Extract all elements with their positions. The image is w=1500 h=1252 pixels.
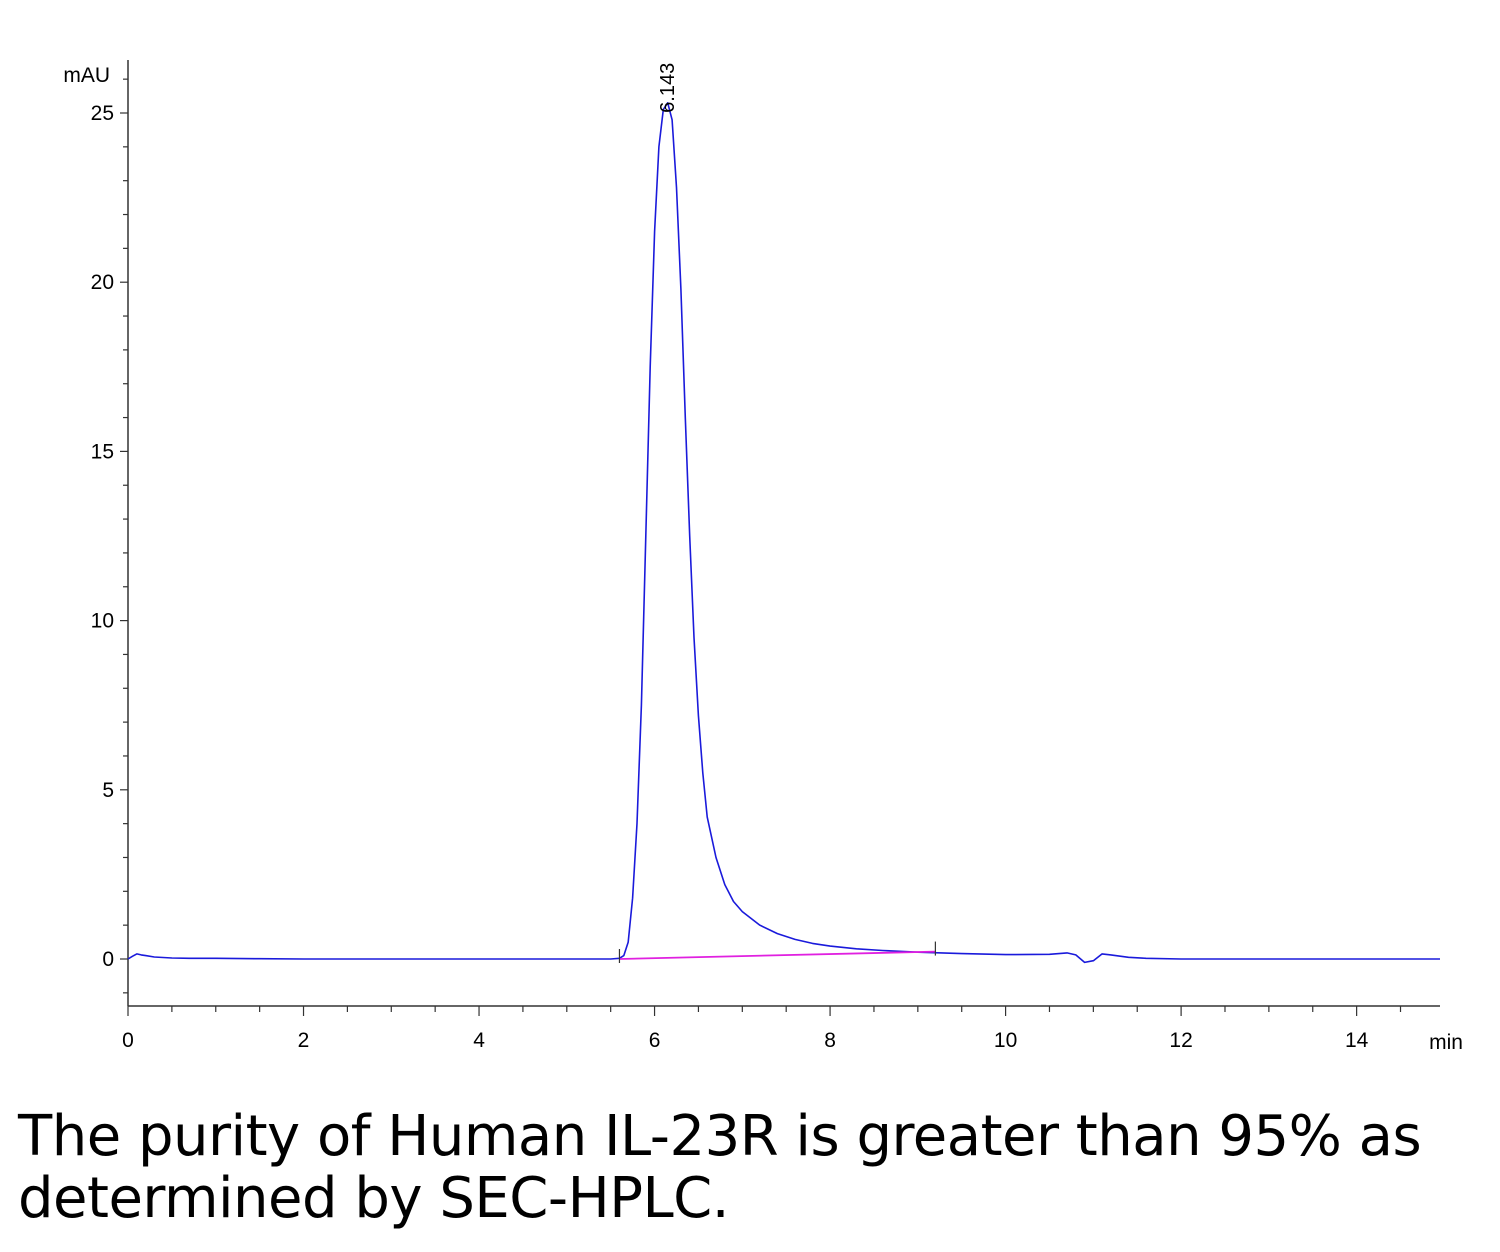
x-axis-label: min — [1429, 1031, 1463, 1054]
signal-trace — [127, 102, 1440, 964]
y-tick-label: 20 — [91, 271, 114, 294]
chart-axes — [120, 60, 1440, 1016]
y-axis-label: mAU — [63, 64, 110, 87]
x-tick-label: 6 — [649, 1029, 661, 1052]
x-tick-label: 12 — [1169, 1029, 1192, 1052]
chart-series — [127, 102, 1440, 964]
integration-baseline — [619, 950, 936, 960]
chart-labels: 0 5 10 15 20 25 0 2 4 6 8 10 12 14 mAU min 6.143 — [63, 63, 1463, 1054]
y-tick-label: 0 — [102, 948, 114, 971]
chromatogram-chart: 0 5 10 15 20 25 0 2 4 6 8 10 12 14 mAU min 6.143 — [63, 60, 1463, 1054]
y-tick-label: 10 — [91, 610, 114, 633]
y-tick-label: 15 — [91, 440, 114, 463]
x-tick-label: 2 — [298, 1029, 310, 1052]
x-tick-label: 10 — [994, 1029, 1017, 1052]
x-tick-label: 4 — [473, 1029, 485, 1052]
peak-retention-label: 6.143 — [657, 63, 679, 113]
x-tick-label: 14 — [1345, 1029, 1369, 1052]
figure-caption: The purity of Human IL-23R is greater th… — [18, 1104, 1422, 1231]
x-tick-label: 0 — [122, 1029, 134, 1052]
y-tick-label: 5 — [102, 779, 114, 802]
x-tick-label: 8 — [824, 1029, 836, 1052]
y-tick-label: 25 — [91, 102, 114, 125]
